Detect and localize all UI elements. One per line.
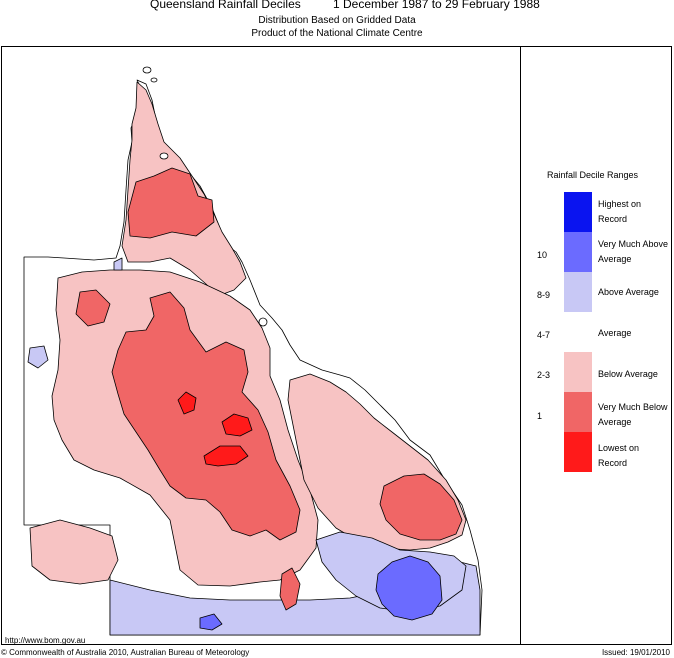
legend-divider [520,46,521,645]
region-very-much-below-average-gulf [75,289,111,327]
legend-code-above: 8-9 [537,290,551,300]
legend-label-lowest: Lowest on Record [598,443,640,468]
copyright-notice: © Commonwealth of Australia 2010, Austra… [1,648,250,657]
region-below-average-southwest [29,519,119,585]
map-title: Queensland Rainfall Deciles [150,0,301,11]
region-very-much-below-average-cape [127,167,215,239]
island-3 [159,152,169,160]
region-very-much-below-average-south [279,567,301,611]
region-lowest-on-record-3 [203,445,249,467]
legend-swatch-very-much-above [564,232,592,272]
region-above-average-west [27,345,49,369]
legend-label-above: Above Average [598,287,659,297]
region-above-average-gulf [113,257,123,271]
map-period: 1 December 1987 to 29 February 1988 [333,0,540,11]
region-lowest-on-record-1 [177,391,197,415]
region-very-much-above-average [375,555,443,621]
legend-code-very-much-below: 1 [537,411,543,421]
queensland-map [23,66,483,636]
legend-code-below: 2-3 [537,370,551,380]
legend-swatch-below [564,352,592,392]
issued-date: Issued: 19/01/2010 [601,648,670,657]
region-very-much-below-average-east [379,473,463,541]
legend-label-average: Average [598,328,632,338]
legend-swatch-very-much-below [564,392,592,432]
legend-label-very-much-above: Very Much Above Average [598,239,669,264]
legend-swatch-lowest [564,432,592,472]
legend-label-below: Below Average [598,369,658,379]
map-subtitle-1: Distribution Based on Gridded Data [258,15,416,26]
region-very-much-above-average-small [199,613,223,631]
legend-swatch-average [564,312,592,352]
island-1 [142,66,152,74]
region-very-much-below-average-central [111,291,301,541]
region-lowest-on-record-2 [221,413,253,437]
legend-swatch-above [564,272,592,312]
island-2 [150,77,158,83]
map-subtitle-2: Product of the National Climate Centre [251,28,423,39]
map-frame [1,46,672,645]
legend-code-average: 4-7 [537,330,551,340]
legend-code-very-much-above: 10 [537,250,548,260]
legend-title: Rainfall Decile Ranges [547,170,639,180]
legend-swatch-highest [564,192,592,232]
source-url: http://www.bom.gov.au [5,636,86,645]
island-4 [258,317,268,327]
legend-label-highest: Highest on Record [598,199,642,224]
map-header: Queensland Rainfall Deciles 1 December 1… [0,0,674,46]
legend-label-very-much-below: Very Much Below Average [598,402,668,427]
